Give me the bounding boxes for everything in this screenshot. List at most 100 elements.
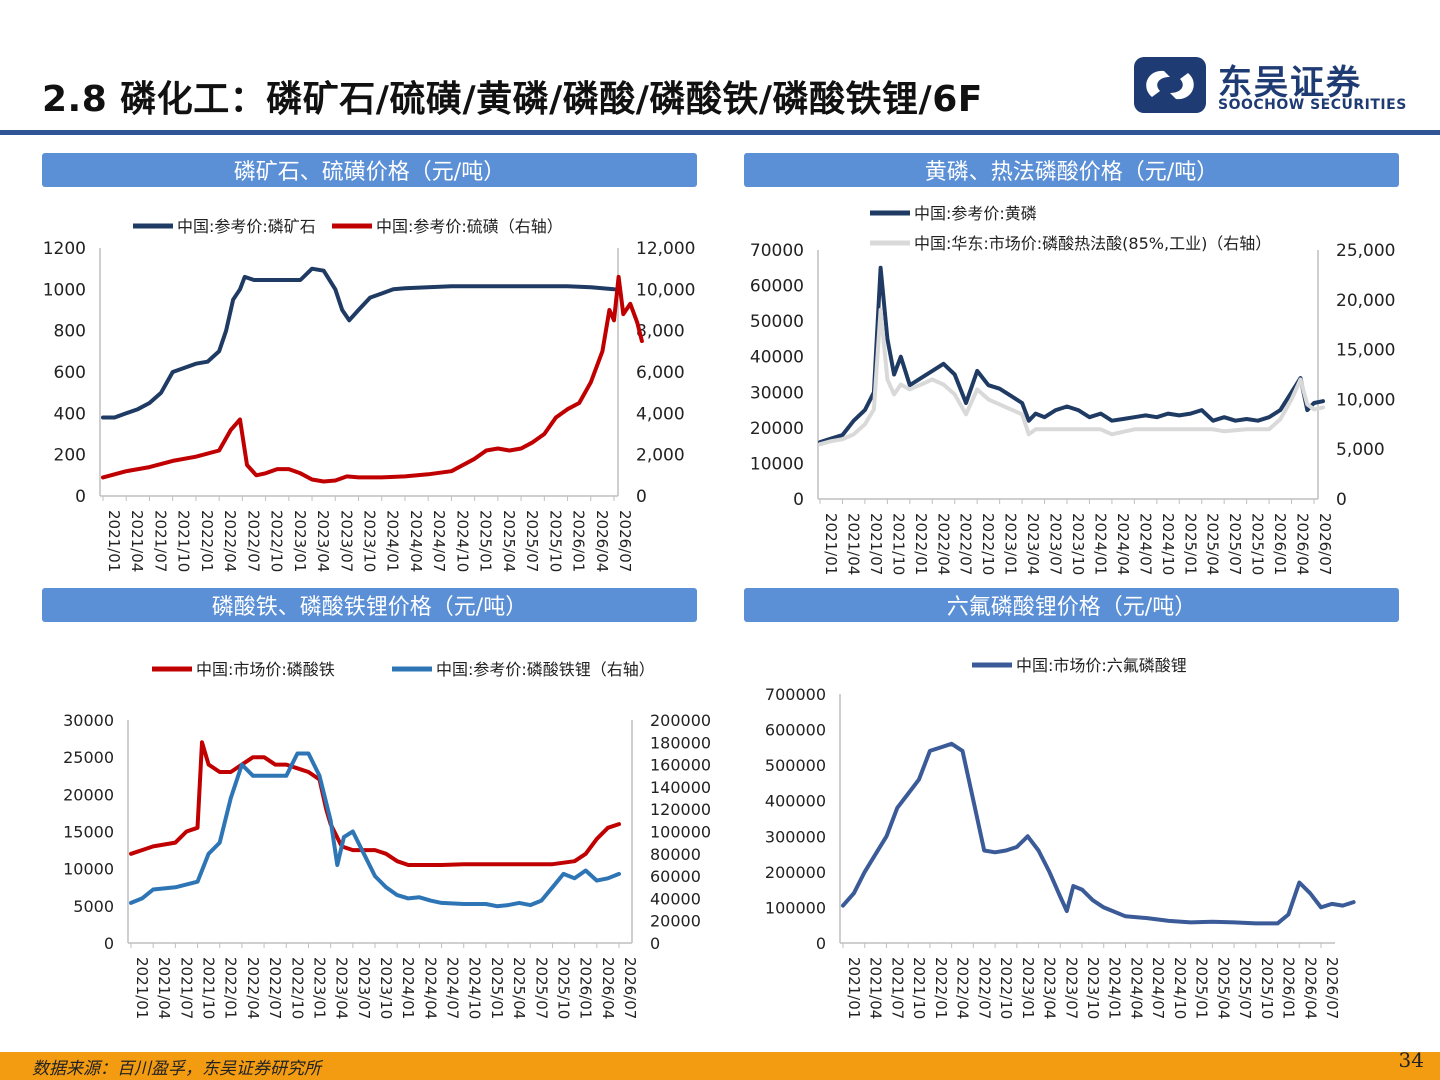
x-tick-label-4: 2022/01: [932, 957, 950, 1019]
x-tick-label-1: 2021/07: [151, 510, 169, 572]
x-tick-label-2: 2024/01: [1091, 513, 1109, 575]
x-tick-label-3: 2022/07: [266, 957, 284, 1019]
legend-label-3-2: 中国:参考价:磷酸铁锂（右轴）: [436, 660, 655, 679]
y2-tick-label-1: 4,000: [636, 404, 685, 424]
x-tick-label-4: 2025/01: [1193, 957, 1211, 1019]
x-tick-label-2: 2023/01: [1002, 513, 1020, 575]
panel-header-1: 磷矿石、硫磺价格（元/吨）: [42, 153, 697, 187]
logo-icon: [1134, 57, 1206, 113]
panel-header-4: 六氟磷酸锂价格（元/吨）: [744, 588, 1399, 622]
y-tick-label-3: 0: [104, 934, 114, 953]
x-tick-label-1: 2026/04: [593, 510, 611, 572]
y-tick-label-4: 500000: [765, 756, 826, 775]
logo-cn: 东吴证券: [1218, 63, 1362, 103]
y-tick-label-4: 100000: [765, 898, 826, 917]
x-tick-label-2: 2026/01: [1271, 513, 1289, 575]
x-tick-label-2: 2023/10: [1069, 513, 1087, 575]
y-tick-label-1: 200: [54, 446, 86, 466]
x-tick-label-4: 2021/01: [845, 957, 863, 1019]
x-tick-label-1: 2022/10: [268, 510, 286, 572]
y2-tick-label-2: 5,000: [1336, 440, 1385, 460]
x-tick-label-4: 2021/04: [867, 957, 885, 1019]
y2-tick-label-3: 80000: [650, 845, 701, 864]
x-tick-label-3: 2021/04: [155, 957, 173, 1019]
x-tick-label-3: 2022/10: [288, 957, 306, 1019]
series-line-3-1: [129, 740, 621, 867]
legend-label-1-2: 中国:参考价:硫磺（右轴）: [376, 217, 563, 236]
x-tick-label-3: 2023/07: [355, 957, 373, 1019]
x-tick-label-3: 2025/10: [554, 957, 572, 1019]
x-tick-label-1: 2025/07: [523, 510, 541, 572]
y-tick-label-2: 50000: [750, 312, 804, 332]
x-tick-label-4: 2024/01: [1106, 957, 1124, 1019]
x-tick-label-1: 2023/04: [314, 510, 332, 572]
x-tick-label-1: 2024/10: [453, 510, 471, 572]
x-tick-label-2: 2024/04: [1114, 513, 1132, 575]
x-tick-label-3: 2022/04: [244, 957, 262, 1019]
x-tick-label-1: 2026/07: [616, 510, 634, 572]
series-line-4-1: [841, 741, 1356, 926]
x-tick-label-2: 2025/01: [1181, 513, 1199, 575]
y-tick-label-3: 25000: [63, 748, 114, 767]
panel-header-2: 黄磷、热法磷酸价格（元/吨）: [744, 153, 1399, 187]
x-tick-label-2: 2021/07: [867, 513, 885, 575]
y2-tick-label-1: 2,000: [636, 446, 685, 466]
y-tick-label-4: 700000: [765, 685, 826, 704]
x-tick-label-4: 2026/04: [1301, 957, 1319, 1019]
x-tick-label-1: 2025/04: [500, 510, 518, 572]
x-tick-label-2: 2025/07: [1226, 513, 1244, 575]
x-tick-label-4: 2024/07: [1149, 957, 1167, 1019]
x-tick-label-1: 2021/01: [105, 510, 123, 572]
y2-tick-label-1: 8,000: [636, 322, 685, 342]
y-tick-label-3: 30000: [63, 711, 114, 730]
x-tick-label-4: 2022/04: [954, 957, 972, 1019]
x-tick-label-1: 2023/01: [291, 510, 309, 572]
x-tick-label-4: 2021/10: [910, 957, 928, 1019]
x-tick-label-3: 2023/10: [377, 957, 395, 1019]
title-rule: [0, 130, 1440, 135]
x-tick-label-2: 2025/04: [1204, 513, 1222, 575]
y2-tick-label-3: 120000: [650, 800, 711, 819]
x-tick-label-3: 2024/07: [444, 957, 462, 1019]
y2-tick-label-1: 0: [636, 487, 647, 507]
page-number: 34: [1398, 1048, 1424, 1072]
x-tick-label-4: 2024/04: [1127, 957, 1145, 1019]
y-tick-label-4: 0: [816, 934, 826, 953]
x-tick-label-4: 2023/07: [1062, 957, 1080, 1019]
x-tick-label-4: 2025/10: [1258, 957, 1276, 1019]
x-tick-label-4: 2023/01: [1019, 957, 1037, 1019]
footer-bar: [0, 1052, 1440, 1080]
series-line-2-1: [818, 265, 1325, 445]
x-tick-label-2: 2022/01: [912, 513, 930, 575]
x-tick-label-1: 2023/10: [361, 510, 379, 572]
y-tick-label-2: 30000: [750, 383, 804, 403]
x-tick-label-3: 2026/04: [599, 957, 617, 1019]
x-tick-label-1: 2023/07: [337, 510, 355, 572]
x-tick-label-4: 2025/04: [1214, 957, 1232, 1019]
x-tick-label-3: 2026/07: [621, 957, 639, 1019]
y2-tick-label-3: 200000: [650, 711, 711, 730]
x-tick-label-1: 2022/01: [198, 510, 216, 572]
x-tick-label-2: 2022/07: [957, 513, 975, 575]
y-tick-label-2: 0: [793, 490, 804, 510]
y-tick-label-2: 70000: [750, 241, 804, 261]
legend-label-2-2: 中国:华东:市场价:磷酸热法酸(85%,工业)（右轴）: [914, 234, 1271, 253]
x-tick-label-2: 2022/04: [934, 513, 952, 575]
panel-header-3: 磷酸铁、磷酸铁锂价格（元/吨）: [42, 588, 697, 622]
x-tick-label-3: 2024/10: [466, 957, 484, 1019]
y-tick-label-4: 400000: [765, 792, 826, 811]
series-line-3-2: [129, 751, 621, 909]
y-tick-label-1: 600: [54, 363, 86, 383]
x-tick-label-2: 2021/10: [889, 513, 907, 575]
x-tick-label-1: 2021/10: [175, 510, 193, 572]
y-tick-label-2: 60000: [750, 277, 804, 297]
legend-label-3-1: 中国:市场价:磷酸铁: [196, 660, 335, 679]
y2-tick-label-2: 20,000: [1336, 291, 1395, 311]
x-tick-label-2: 2023/07: [1047, 513, 1065, 575]
x-tick-label-3: 2023/04: [333, 957, 351, 1019]
x-tick-label-2: 2024/10: [1159, 513, 1177, 575]
y-tick-label-1: 0: [75, 487, 86, 507]
y-tick-label-1: 1000: [43, 280, 86, 300]
x-tick-label-2: 2025/10: [1249, 513, 1267, 575]
